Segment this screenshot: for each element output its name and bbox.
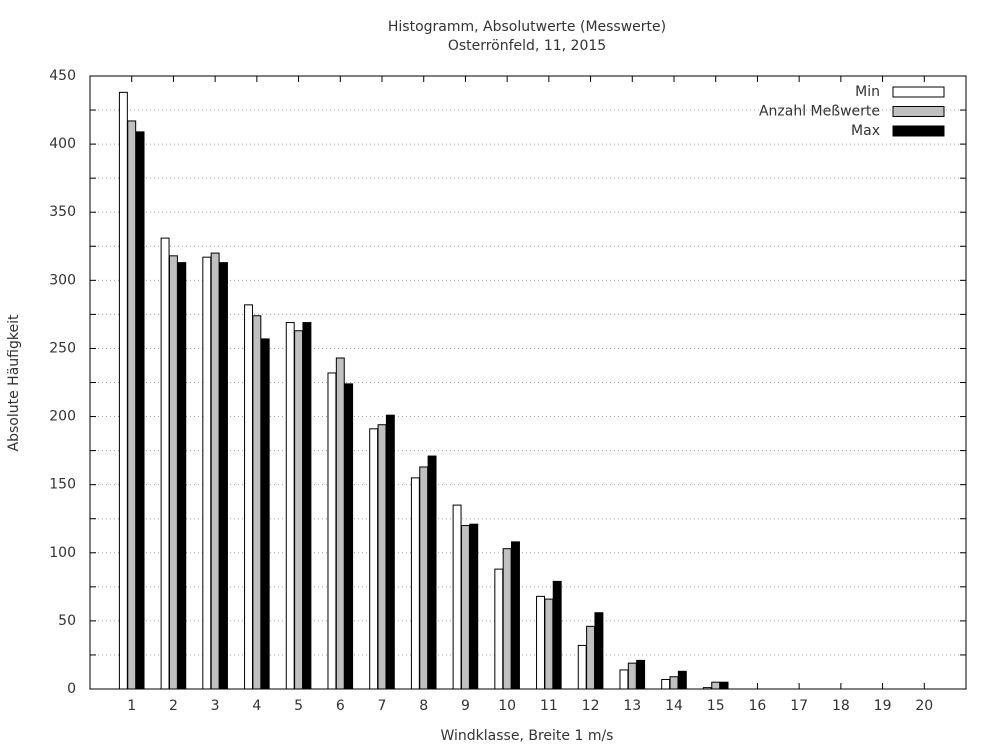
bar <box>285 322 295 690</box>
bar <box>552 580 562 690</box>
legend-swatch <box>892 125 945 137</box>
y-tick-label: 50 <box>58 613 76 629</box>
y-tick-label: 100 <box>49 545 76 561</box>
x-tick-label: 11 <box>540 698 558 714</box>
bar <box>168 255 178 690</box>
bar <box>260 338 270 690</box>
bar <box>627 662 637 690</box>
x-tick-label: 12 <box>582 698 600 714</box>
bar <box>294 330 304 690</box>
bar <box>494 568 504 690</box>
bar <box>127 120 137 690</box>
x-tick-label: 19 <box>874 698 892 714</box>
x-tick-label: 6 <box>336 698 345 714</box>
x-tick-label: 8 <box>419 698 428 714</box>
x-axis-label: Windklasse, Breite 1 m/s <box>441 728 614 744</box>
legend-label: Anzahl Meßwerte <box>759 104 880 120</box>
x-tick-label: 10 <box>498 698 516 714</box>
x-tick-label: 7 <box>378 698 387 714</box>
y-tick-label: 150 <box>49 477 76 493</box>
bar <box>619 669 629 690</box>
y-tick-label: 400 <box>49 136 76 152</box>
bar <box>711 681 721 690</box>
x-tick-label: 17 <box>790 698 808 714</box>
bar <box>118 91 128 690</box>
chart-subtitle: Osterrönfeld, 11, 2015 <box>448 38 606 54</box>
x-tick-label: 9 <box>461 698 470 714</box>
bar <box>544 598 554 690</box>
bar <box>252 315 262 690</box>
bar <box>135 131 145 690</box>
bar <box>177 262 187 690</box>
bar <box>502 548 512 690</box>
bar <box>244 304 253 690</box>
bar <box>377 424 387 690</box>
legend-label: Min <box>855 84 880 100</box>
bar <box>202 256 212 690</box>
y-tick-label: 300 <box>49 272 76 288</box>
bar <box>460 525 470 690</box>
x-tick-label: 1 <box>127 698 136 714</box>
bar <box>219 262 228 690</box>
chart-title: Histogramm, Absolutwerte (Messwerte) <box>388 19 666 35</box>
y-axis-label: Absolute Häufigkeit <box>6 314 22 451</box>
bar <box>577 644 587 690</box>
bar <box>452 504 462 690</box>
x-tick-label: 4 <box>252 698 261 714</box>
y-tick-label: 0 <box>67 681 76 697</box>
bar <box>160 237 170 690</box>
x-tick-label: 3 <box>211 698 220 714</box>
x-tick-label: 15 <box>707 698 725 714</box>
x-tick-label: 18 <box>832 698 850 714</box>
bar <box>385 414 395 690</box>
legend-swatch <box>892 86 945 98</box>
x-tick-label: 2 <box>169 698 178 714</box>
bar <box>327 372 337 690</box>
bar <box>410 477 420 690</box>
y-tick-label: 450 <box>49 68 76 84</box>
legend-label: Max <box>851 123 880 139</box>
bar <box>511 541 520 690</box>
y-tick-label: 200 <box>49 409 76 425</box>
y-tick-label: 350 <box>49 204 76 220</box>
bar <box>369 428 379 690</box>
x-tick-label: 13 <box>623 698 641 714</box>
x-tick-label: 14 <box>665 698 683 714</box>
bar <box>719 681 729 690</box>
bar <box>210 252 220 690</box>
y-tick-label: 250 <box>49 340 76 356</box>
bar <box>594 612 604 690</box>
x-tick-label: 20 <box>915 698 933 714</box>
plot-frame <box>89 75 967 690</box>
bar <box>344 383 354 690</box>
bar <box>419 466 429 690</box>
bar <box>302 322 312 690</box>
bar <box>427 455 437 690</box>
x-tick-label: 5 <box>294 698 303 714</box>
bar <box>335 357 345 690</box>
x-tick-label: 16 <box>749 698 767 714</box>
bar <box>469 523 479 690</box>
bar <box>661 678 671 690</box>
bar <box>636 659 646 690</box>
legend-swatch <box>892 106 945 117</box>
bar <box>677 670 687 690</box>
bar <box>669 676 679 690</box>
bar <box>586 625 596 690</box>
bar <box>536 595 545 690</box>
